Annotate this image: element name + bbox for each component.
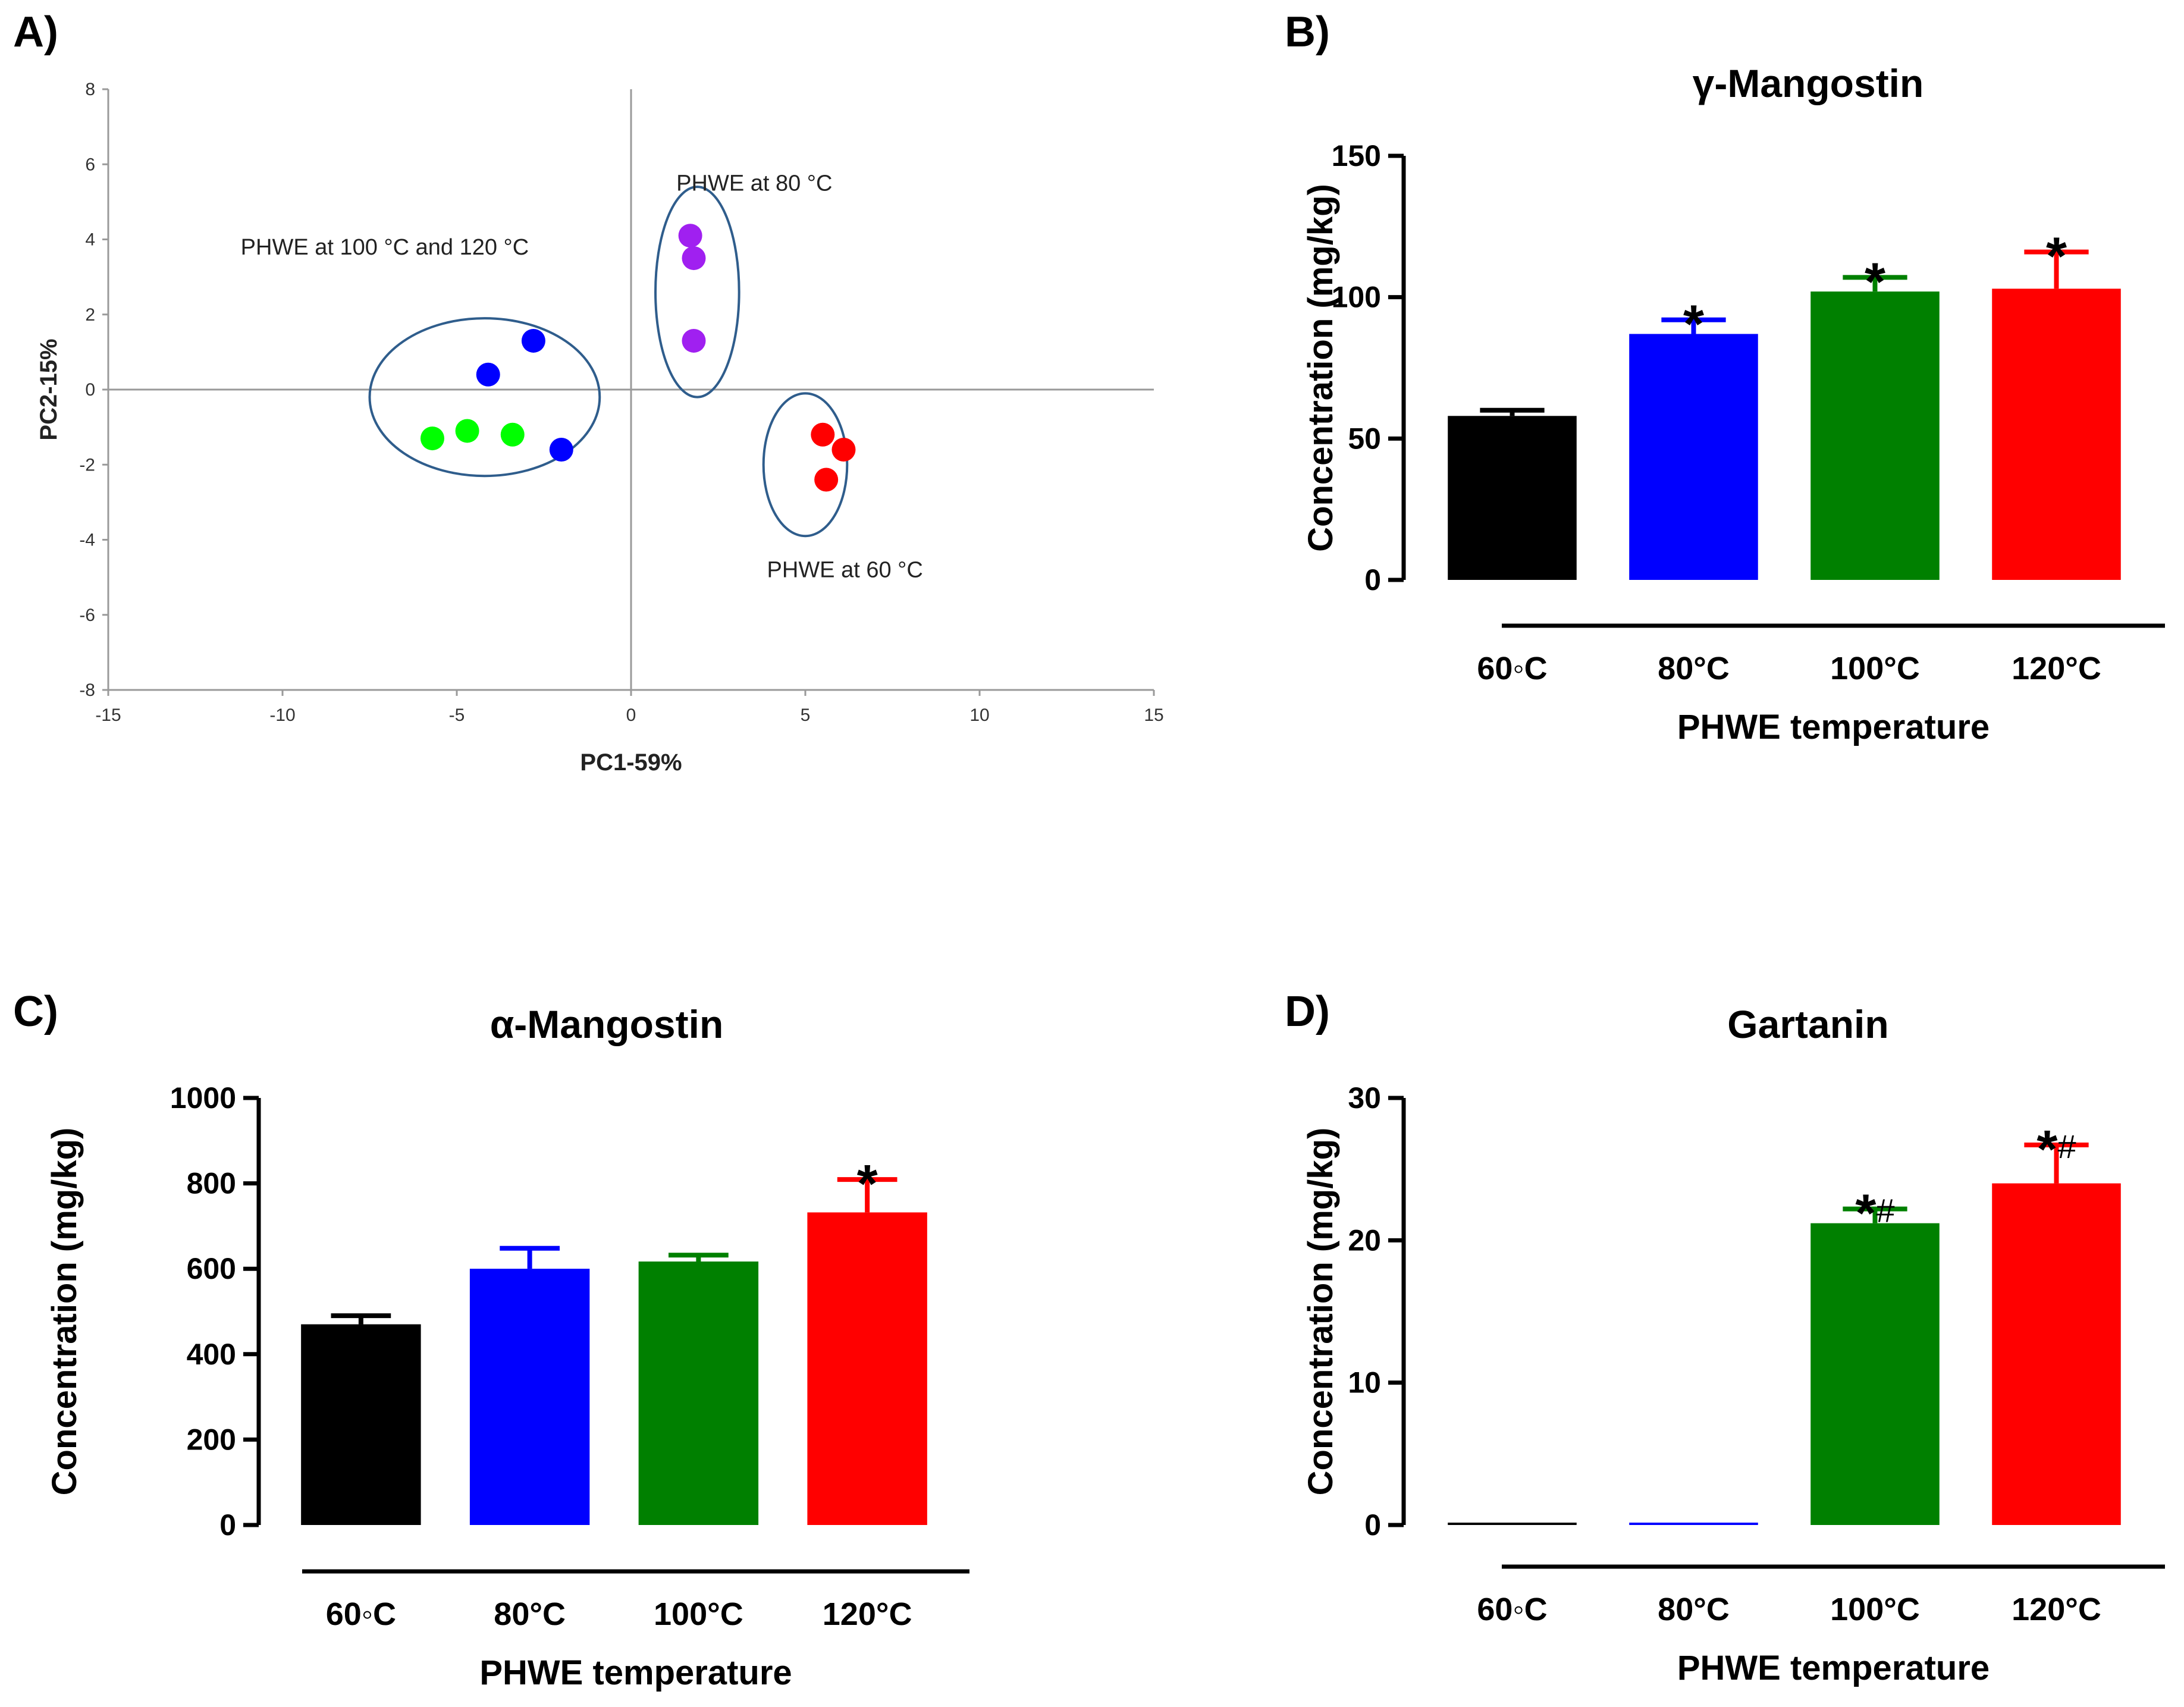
chart-title: α-Mangostin (490, 1002, 724, 1046)
bar (807, 1212, 927, 1525)
bar (1448, 416, 1577, 580)
x-axis-label: PC1-59% (580, 749, 682, 776)
y-tick-label: 0 (85, 380, 95, 400)
panel-label-d: D) (1285, 988, 1330, 1036)
y-tick-label: 800 (187, 1167, 236, 1200)
data-point (682, 328, 706, 353)
significance-marker: * (1865, 252, 1885, 312)
x-tick-label: -10 (269, 705, 295, 725)
category-label: 60◦C (326, 1596, 396, 1632)
cluster-annotation: PHWE at 60 °C (767, 558, 923, 583)
panel-label-c: C) (13, 988, 58, 1036)
x-tick-label: 10 (969, 705, 989, 725)
cluster-annotation: PHWE at 80 °C (676, 171, 832, 196)
cluster-ellipse (654, 186, 740, 398)
bar (1992, 288, 2121, 580)
bar (469, 1269, 590, 1525)
y-axis-label: Concentration (mg/kg) (45, 1128, 84, 1496)
bar (301, 1324, 421, 1525)
x-axis-label: PHWE temperature (479, 1653, 792, 1692)
significance-marker: * (857, 1154, 878, 1214)
x-axis-label: PHWE temperature (1677, 708, 1990, 746)
category-label: 80°C (1658, 1592, 1730, 1627)
y-tick-label: 50 (1348, 422, 1381, 455)
cluster-ellipse (368, 317, 601, 478)
x-tick-label: -15 (95, 705, 121, 725)
x-tick-label: 0 (626, 705, 636, 725)
significance-marker: * (1683, 295, 1704, 354)
y-axis-label: Concentration (mg/kg) (1301, 184, 1340, 552)
chart-title: γ-Mangostin (1693, 61, 1924, 105)
y-tick-label: -6 (79, 605, 95, 625)
panel-label-b: B) (1285, 8, 1330, 56)
x-tick-label: 15 (1144, 705, 1163, 725)
bar (1810, 291, 1940, 580)
category-label: 80°C (1658, 651, 1730, 686)
data-point (678, 224, 702, 248)
chart-title: Gartanin (1727, 1002, 1888, 1046)
significance-marker: *# (1855, 1184, 1894, 1244)
cluster-ellipse (762, 392, 849, 538)
y-tick-label: 1000 (170, 1081, 236, 1115)
data-point (455, 419, 479, 443)
y-tick-label: 8 (85, 80, 95, 99)
y-tick-label: -4 (79, 531, 95, 550)
bar (1629, 1523, 1758, 1525)
category-label: 80°C (494, 1596, 566, 1632)
x-tick-label: 5 (801, 705, 811, 725)
y-tick-label: 0 (1364, 1508, 1381, 1542)
y-tick-label: -8 (79, 680, 95, 700)
significance-marker: * (2046, 227, 2067, 287)
y-axis-label: Concentration (mg/kg) (1301, 1128, 1340, 1496)
x-axis-label: PHWE temperature (1677, 1649, 1990, 1687)
y-tick-label: -2 (79, 455, 95, 475)
bar (638, 1261, 759, 1525)
data-point (549, 438, 573, 462)
y-tick-label: 400 (187, 1338, 236, 1371)
y-tick-label: 600 (187, 1252, 236, 1285)
bar (1810, 1223, 1940, 1525)
data-point (420, 426, 444, 451)
x-tick-label: -5 (449, 705, 465, 725)
data-point (521, 328, 545, 353)
y-tick-label: 6 (85, 155, 95, 174)
category-label: 100°C (1830, 1592, 1920, 1627)
category-label: 100°C (1830, 651, 1920, 686)
data-point (682, 246, 706, 271)
y-tick-label: 30 (1348, 1081, 1381, 1115)
data-point (814, 467, 839, 492)
data-point (811, 422, 835, 447)
y-tick-label: 100 (1332, 281, 1381, 314)
y-tick-label: 0 (219, 1508, 236, 1542)
significance-marker: *# (2036, 1120, 2076, 1179)
category-label: 120°C (2012, 1592, 2101, 1627)
y-axis-label: PC2-15% (36, 338, 62, 440)
data-point (476, 362, 500, 387)
alpha-mangostin-bar-chart: α-Mangostin 0 200 400 600 800 1000 Concentratio… (45, 1002, 969, 1692)
gamma-mangostin-bar-chart: γ-Mangostin 0 50 100 150 Concentration (mg/kg… (1301, 61, 2165, 746)
y-tick-label: 4 (85, 230, 95, 250)
y-tick-label: 20 (1348, 1223, 1381, 1257)
data-point (831, 438, 856, 462)
bar (1992, 1183, 2121, 1525)
bar (1629, 334, 1758, 580)
panel-label-a: A) (13, 8, 58, 56)
y-tick-label: 0 (1364, 563, 1381, 597)
y-tick-label: 2 (85, 305, 95, 325)
cluster-annotation: PHWE at 100 °C and 120 °C (241, 235, 529, 260)
y-tick-label: 200 (187, 1423, 236, 1456)
data-point (500, 422, 525, 447)
pca-scatter-chart: -8 -6 -4 -2 0 2 4 6 8 -15 -10 -5 0 5 10 15 PC1-59% PC2-15… (36, 80, 1164, 776)
y-tick-label: 10 (1348, 1366, 1381, 1400)
category-label: 120°C (2012, 651, 2101, 686)
y-tick-label: 150 (1332, 139, 1381, 172)
category-label: 120°C (823, 1596, 912, 1632)
bar (1448, 1523, 1577, 1525)
category-label: 60◦C (1477, 1592, 1547, 1627)
category-label: 60◦C (1477, 651, 1547, 686)
category-label: 100°C (654, 1596, 743, 1632)
